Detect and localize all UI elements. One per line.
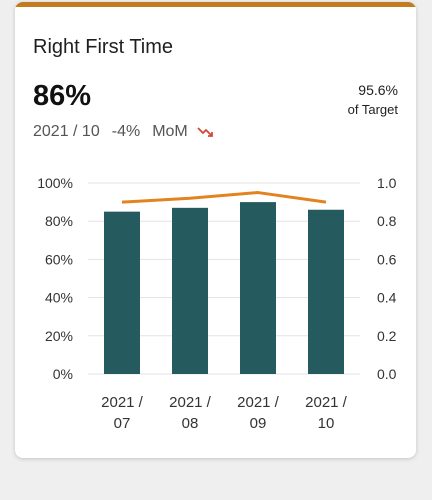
target-line bbox=[121, 191, 327, 204]
x-tick-label: 2021 / bbox=[169, 394, 212, 411]
x-tick-label: 2021 / bbox=[305, 394, 348, 411]
y-left-tick-label: 0% bbox=[53, 366, 73, 382]
x-tick-label: 10 bbox=[318, 415, 335, 432]
y-right-tick-label: 0.2 bbox=[377, 328, 397, 344]
x-tick-label: 09 bbox=[250, 415, 267, 432]
y-right-tick-label: 0.4 bbox=[377, 290, 397, 306]
rft-chart: 0% 20% 40% 60% 80% 100% 0.0 0.2 0.4 0.6 0.8 1.0 2021… bbox=[37, 175, 397, 432]
y-left-tick-label: 80% bbox=[45, 213, 73, 229]
bar bbox=[240, 202, 276, 374]
x-tick-label: 07 bbox=[114, 415, 131, 432]
target-label: of Target bbox=[347, 102, 398, 117]
y-left-tick-label: 20% bbox=[45, 328, 73, 344]
kpi-value: 86% bbox=[33, 80, 92, 112]
bar bbox=[104, 211, 140, 374]
y-right-tick-label: 0.0 bbox=[377, 366, 397, 382]
y-left-tick-label: 100% bbox=[37, 175, 73, 191]
x-tick-label: 2021 / bbox=[237, 394, 280, 411]
y-left-tick-label: 40% bbox=[45, 290, 73, 306]
x-tick-label: 2021 / bbox=[101, 394, 144, 411]
change-value: -4% bbox=[111, 123, 141, 140]
change-basis: MoM bbox=[152, 123, 188, 140]
period-row: 2021 / 10 -4% MoM bbox=[33, 123, 216, 141]
card-title: Right First Time bbox=[33, 36, 174, 58]
y-right-tick-label: 1.0 bbox=[377, 175, 397, 191]
y-left-tick-label: 60% bbox=[45, 251, 73, 267]
bar bbox=[172, 207, 208, 374]
period-label: 2021 / 10 bbox=[33, 123, 100, 140]
target-percentage: 95.6% bbox=[358, 82, 398, 98]
y-right-tick-label: 0.6 bbox=[377, 251, 397, 267]
bar bbox=[308, 209, 344, 374]
x-tick-label: 08 bbox=[182, 415, 199, 432]
card-accent-bar bbox=[15, 2, 416, 7]
trend-down-icon bbox=[196, 125, 216, 139]
y-right-tick-label: 0.8 bbox=[377, 213, 397, 229]
kpi-card[interactable]: Right First Time 86% 95.6% of Target 202… bbox=[15, 2, 416, 458]
